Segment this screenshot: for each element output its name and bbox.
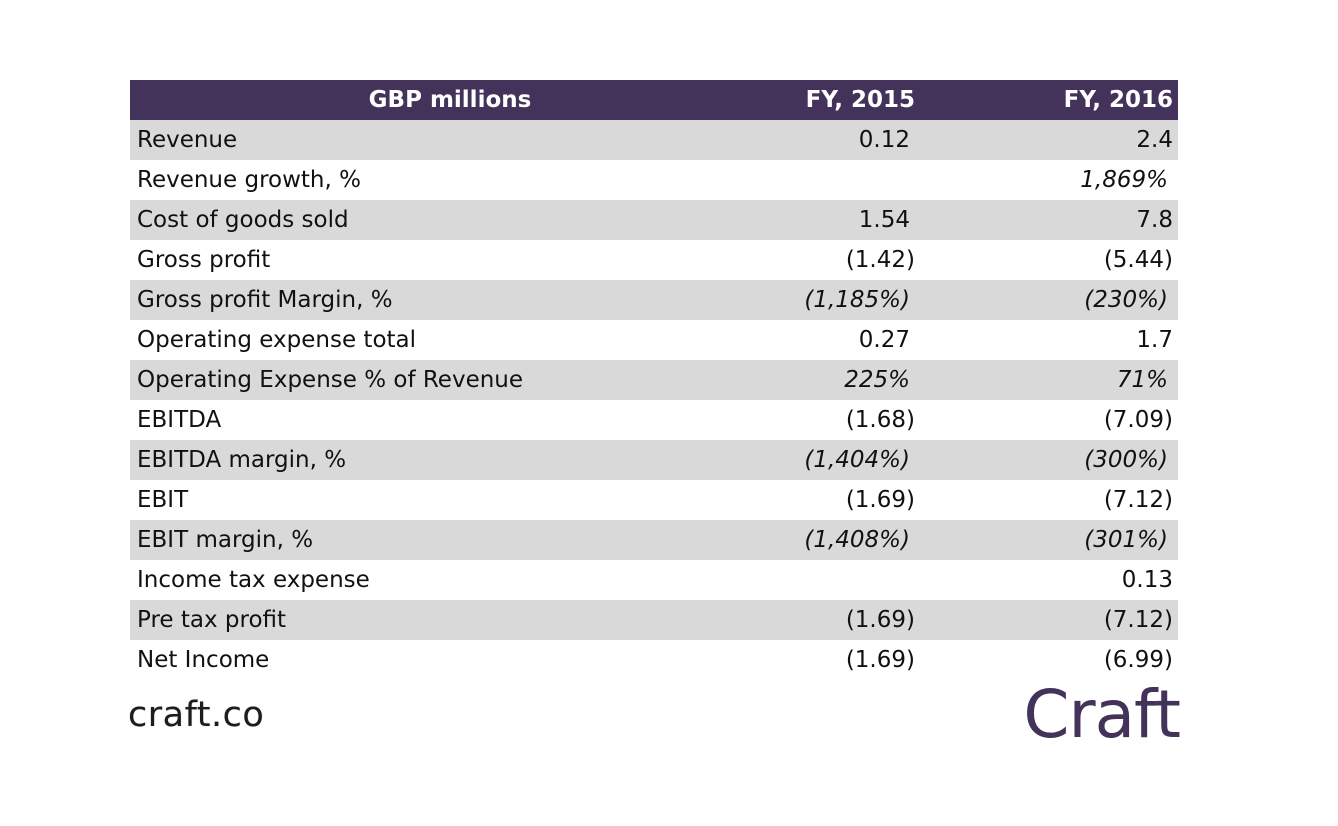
financial-table: GBP millions FY, 2015 FY, 2016 Revenue 0… (130, 80, 1178, 680)
cell-fy2016: 0.13 (1121, 567, 1173, 593)
cell-fy2015: 0.12 (770, 120, 920, 160)
table-row: Revenue 0.12 2.4 (130, 120, 1178, 160)
cell-fy2016: (7.12) (920, 600, 1178, 640)
cell-fy2015 (770, 560, 920, 600)
cell-fy2015: (1,185%) (770, 280, 920, 320)
table-row: Pre tax profit (1.69) (7.12) (130, 600, 1178, 640)
table-row: Net Income (1.69) (6.99) (130, 640, 1178, 680)
cell-fy2015: (1.69) (770, 600, 920, 640)
row-label: Operating Expense % of Revenue (130, 360, 770, 400)
cell-fy2016: (7.09) (1103, 407, 1173, 433)
table-row: Cost of goods sold 1.54 7.8 (130, 200, 1178, 240)
cell-fy2015: 1.54 (770, 200, 920, 240)
cell-fy2015: (1,404%) (770, 440, 920, 480)
table-row: Revenue growth, % 1,869% (130, 160, 1178, 200)
cell-fy2015: (1.69) (845, 487, 915, 513)
row-label: Gross profit (137, 247, 271, 273)
row-label: Cost of goods sold (130, 200, 770, 240)
table-row: Gross profit (1.42) (5.44) (130, 240, 1178, 280)
table-header-row: GBP millions FY, 2015 FY, 2016 (130, 80, 1178, 120)
cell-fy2016: 2.4 (920, 120, 1178, 160)
cell-fy2015: (1.68) (845, 407, 915, 433)
row-label: EBIT margin, % (130, 520, 770, 560)
table-row: Income tax expense 0.13 (130, 560, 1178, 600)
cell-fy2016: 7.8 (920, 200, 1178, 240)
table-row: EBIT (1.69) (7.12) (130, 480, 1178, 520)
row-label: Revenue (130, 120, 770, 160)
source-watermark: craft.co (128, 695, 265, 735)
row-label: Net Income (137, 647, 270, 673)
cell-fy2016: 1,869% (1080, 167, 1168, 193)
row-label: Pre tax profit (130, 600, 770, 640)
cell-fy2015: 225% (770, 360, 920, 400)
cell-fy2016: 71% (920, 360, 1178, 400)
cell-fy2016: (5.44) (1103, 247, 1173, 273)
row-label: Income tax expense (137, 567, 370, 593)
cell-fy2015: (1.42) (845, 247, 915, 273)
cell-fy2016: (230%) (920, 280, 1178, 320)
row-label: Operating expense total (137, 327, 417, 353)
table-row: Gross profit Margin, % (1,185%) (230%) (130, 280, 1178, 320)
header-currency-unit: GBP millions (130, 80, 770, 120)
table-row: EBIT margin, % (1,408%) (301%) (130, 520, 1178, 560)
row-label: Revenue growth, % (137, 167, 361, 193)
cell-fy2016: (301%) (920, 520, 1178, 560)
header-fy2016: FY, 2016 (920, 80, 1178, 120)
cell-fy2016: 1.7 (1136, 327, 1173, 353)
cell-fy2015: (1,408%) (770, 520, 920, 560)
table-row: EBITDA (1.68) (7.09) (130, 400, 1178, 440)
header-fy2015: FY, 2015 (770, 80, 920, 120)
cell-fy2016: (6.99) (1103, 647, 1173, 673)
cell-fy2015 (770, 160, 920, 200)
cell-fy2016: (300%) (920, 440, 1178, 480)
table-row: EBITDA margin, % (1,404%) (300%) (130, 440, 1178, 480)
cell-fy2015: 0.27 (858, 327, 910, 353)
table-row: Operating expense total 0.27 1.7 (130, 320, 1178, 360)
row-label: EBITDA margin, % (130, 440, 770, 480)
table-row: Operating Expense % of Revenue 225% 71% (130, 360, 1178, 400)
row-label: EBIT (137, 487, 189, 513)
craft-logo: Craft (1023, 676, 1181, 753)
cell-fy2016: (7.12) (1103, 487, 1173, 513)
row-label: EBITDA (137, 407, 222, 433)
cell-fy2015: (1.69) (845, 647, 915, 673)
row-label: Gross profit Margin, % (130, 280, 770, 320)
financial-table-container: GBP millions FY, 2015 FY, 2016 Revenue 0… (130, 80, 1178, 680)
